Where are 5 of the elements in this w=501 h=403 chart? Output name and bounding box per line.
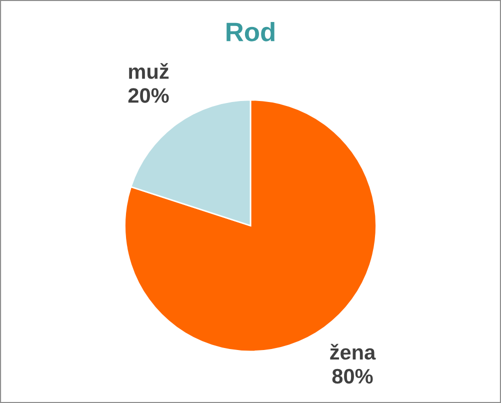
data-label: 80% [332, 368, 373, 384]
slice-label: žena [330, 344, 376, 360]
data-label: 20% [128, 88, 169, 103]
slice-label: muž [129, 63, 169, 79]
chart-title: Rod [226, 22, 274, 42]
